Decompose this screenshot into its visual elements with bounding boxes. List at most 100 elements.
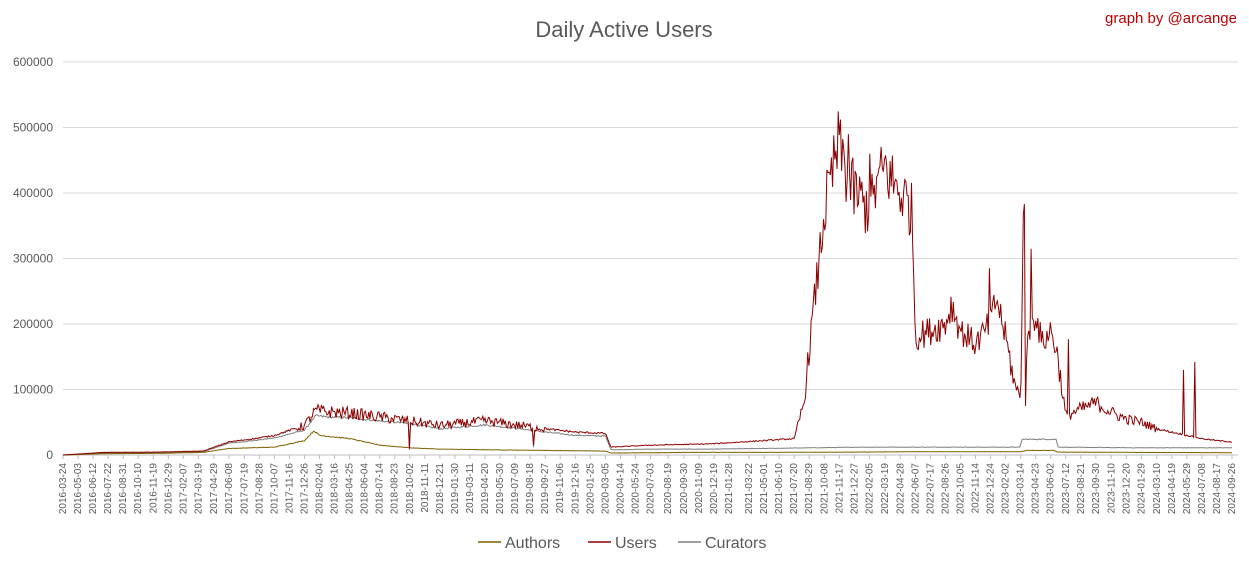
x-tick-label: 2017-12-26 xyxy=(299,463,310,515)
x-tick-label: 2020-04-14 xyxy=(615,463,626,515)
chart-credit: graph by @arcange xyxy=(1105,10,1237,27)
x-tick-label: 2019-05-30 xyxy=(495,463,506,515)
y-tick-label: 200000 xyxy=(13,317,53,331)
x-tick-label: 2018-02-04 xyxy=(315,463,326,515)
x-tick-label: 2024-03-10 xyxy=(1152,463,1163,515)
x-tick-label: 2017-03-19 xyxy=(193,463,204,515)
x-tick-label: 2020-12-19 xyxy=(709,463,720,515)
x-tick-label: 2023-03-14 xyxy=(1016,463,1027,515)
x-tick-label: 2020-09-30 xyxy=(679,463,690,515)
x-tick-label: 2019-03-11 xyxy=(465,463,476,514)
y-tick-label: 500000 xyxy=(13,121,53,135)
x-tick-label: 2023-09-30 xyxy=(1091,463,1102,515)
series-line-authors xyxy=(63,430,1232,456)
gridlines xyxy=(63,61,1238,456)
y-tick-label: 100000 xyxy=(13,383,53,397)
x-tick-label: 2016-05-03 xyxy=(73,463,84,515)
chart-title: Daily Active Users xyxy=(535,17,712,42)
x-tick-label: 2022-02-05 xyxy=(864,463,875,515)
x-tick-label: 2022-06-07 xyxy=(910,463,921,515)
x-tick-label: 2021-01-28 xyxy=(724,463,735,515)
x-tick-label: 2016-10-10 xyxy=(133,463,144,515)
x-tick-label: 2021-10-08 xyxy=(819,463,830,515)
legend-label-curators: Curators xyxy=(705,535,766,552)
x-tick-label: 2022-08-26 xyxy=(940,463,951,515)
x-tick-label: 2020-01-25 xyxy=(585,463,596,515)
series-line-users xyxy=(62,111,1233,456)
x-tick-label: 2023-12-20 xyxy=(1121,463,1132,515)
x-tick-label: 2019-07-09 xyxy=(510,463,521,515)
x-tick-label: 2021-12-27 xyxy=(849,463,860,515)
x-tick-label: 2024-04-19 xyxy=(1167,463,1178,515)
x-tick-label: 2022-07-17 xyxy=(925,463,936,515)
x-tick-label: 2016-06-12 xyxy=(88,463,99,515)
x-tick-label: 2018-04-25 xyxy=(345,463,356,515)
x-tick-label: 2022-11-14 xyxy=(970,463,981,514)
x-tick-label: 2020-05-24 xyxy=(630,463,641,515)
x-tick-label: 2019-01-30 xyxy=(450,463,461,515)
x-tick-label: 2023-07-12 xyxy=(1061,463,1072,515)
x-tick-label: 2024-05-29 xyxy=(1182,463,1193,515)
x-tick-label: 2017-10-07 xyxy=(269,463,280,515)
x-tick-label: 2021-03-22 xyxy=(744,463,755,515)
x-tick-label: 2016-08-31 xyxy=(118,463,129,515)
x-tick-label: 2021-08-29 xyxy=(804,463,815,515)
x-tick-label: 2021-11-17 xyxy=(834,463,845,514)
x-tick-label: 2017-11-16 xyxy=(284,463,295,514)
x-tick-label: 2018-06-04 xyxy=(360,463,371,515)
x-tick-label: 2019-09-27 xyxy=(540,463,551,515)
y-tick-label: 300000 xyxy=(13,252,53,266)
y-tick-label: 600000 xyxy=(13,55,53,69)
x-tick-label: 2022-03-19 xyxy=(880,463,891,515)
x-tick-label: 2019-12-16 xyxy=(570,463,581,515)
x-tick-label: 2024-01-29 xyxy=(1136,463,1147,515)
x-tick-label: 2020-11-09 xyxy=(694,463,705,514)
x-tick-label: 2023-06-02 xyxy=(1046,463,1057,515)
legend-label-authors: Authors xyxy=(505,535,560,552)
x-tick-label: 2019-04-20 xyxy=(480,463,491,515)
x-tick-label: 2020-07-03 xyxy=(646,463,657,515)
x-tick-label: 2018-11-11 xyxy=(420,463,431,513)
x-tick-label: 2023-08-21 xyxy=(1076,463,1087,515)
series-lines xyxy=(62,111,1233,456)
x-tick-label: 2023-04-23 xyxy=(1031,463,1042,515)
x-tick-label: 2021-05-01 xyxy=(759,463,770,515)
series-line-curators xyxy=(62,414,1233,456)
x-tick-label: 2019-08-18 xyxy=(525,463,536,515)
legend-label-users: Users xyxy=(615,535,657,552)
x-tick-label: 2016-07-22 xyxy=(103,463,114,515)
y-axis-ticks: 0 100000 200000 300000 400000 500000 600000 xyxy=(13,55,53,462)
x-tick-label: 2016-03-24 xyxy=(58,463,69,515)
x-tick-label: 2018-03-16 xyxy=(330,463,341,515)
x-tick-label: 2019-11-06 xyxy=(555,463,566,514)
x-tick-label: 2017-08-28 xyxy=(254,463,265,515)
x-tick-label: 2021-07-20 xyxy=(789,463,800,515)
x-tick-label: 2020-03-05 xyxy=(600,463,611,515)
legend: Authors Users Curators xyxy=(478,535,766,552)
x-tick-label: 2022-12-24 xyxy=(986,463,997,515)
x-tick-label: 2022-10-05 xyxy=(955,463,966,515)
x-tick-label: 2024-09-26 xyxy=(1227,463,1238,515)
x-axis-ticks: 2016-03-24 2016-05-03 2016-06-12 2016-07-22… xyxy=(58,455,1238,514)
x-tick-label: 2020-08-19 xyxy=(663,463,674,515)
x-tick-label: 2016-11-19 xyxy=(148,463,159,514)
x-tick-label: 2022-04-28 xyxy=(895,463,906,515)
x-tick-label: 2018-08-23 xyxy=(390,463,401,515)
y-tick-label: 0 xyxy=(46,448,53,462)
x-tick-label: 2017-04-29 xyxy=(209,463,220,515)
x-tick-label: 2018-10-02 xyxy=(405,463,416,515)
y-tick-label: 400000 xyxy=(13,186,53,200)
x-tick-label: 2024-08-17 xyxy=(1212,463,1223,515)
x-tick-label: 2023-02-02 xyxy=(1001,463,1012,515)
x-tick-label: 2016-12-29 xyxy=(163,463,174,515)
x-tick-label: 2018-12-21 xyxy=(435,463,446,515)
x-tick-label: 2017-02-07 xyxy=(178,463,189,515)
x-tick-label: 2021-06-10 xyxy=(774,463,785,515)
x-tick-label: 2017-07-19 xyxy=(239,463,250,515)
x-tick-label: 2024-07-08 xyxy=(1197,463,1208,515)
x-tick-label: 2017-06-08 xyxy=(224,463,235,515)
x-tick-label: 2023-11-10 xyxy=(1106,463,1117,514)
x-tick-label: 2018-07-14 xyxy=(375,463,386,515)
